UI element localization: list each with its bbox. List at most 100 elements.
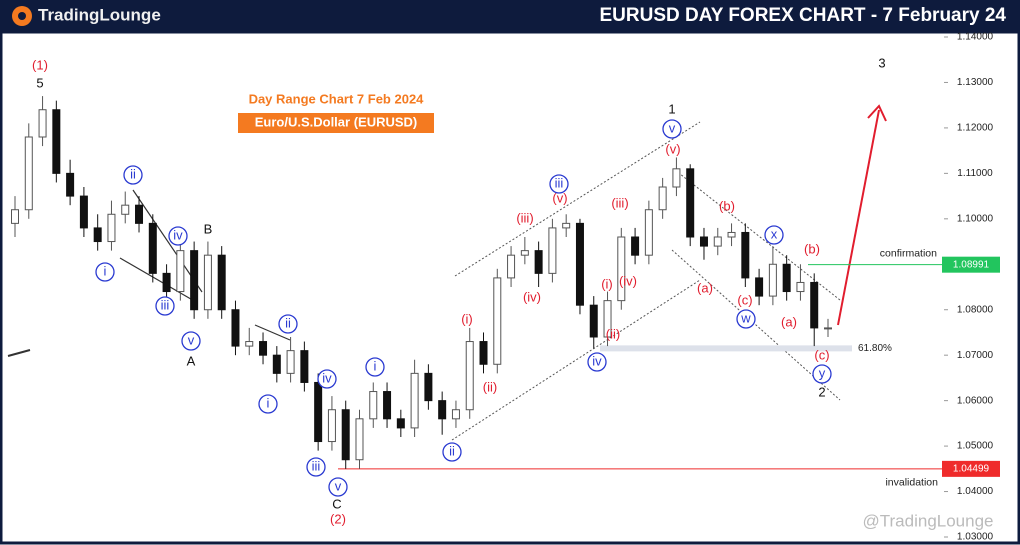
candle-body — [755, 277, 764, 297]
channel-lines — [451, 121, 841, 441]
candle-body — [162, 272, 171, 293]
candle-body — [699, 236, 708, 247]
candle-body — [658, 186, 667, 211]
candle-body — [11, 209, 19, 224]
candle-body — [66, 172, 75, 197]
frame — [0, 30, 1020, 545]
header-title: EURUSD DAY FOREX CHART - 7 February 24 — [600, 5, 1007, 26]
wave-circle — [662, 119, 682, 139]
candle-body — [231, 309, 240, 347]
watermark: @TradingLounge — [863, 511, 994, 530]
candle-body — [203, 254, 212, 311]
wave-circle — [549, 174, 569, 194]
candle-body — [135, 204, 144, 224]
wave-circle — [736, 309, 756, 329]
candle-body — [548, 227, 557, 274]
candle-body — [686, 168, 695, 238]
wave-label: iv — [173, 227, 183, 242]
wave-label: 5 — [36, 75, 43, 90]
wave-circle — [442, 442, 462, 462]
wave-label: 3 — [878, 55, 885, 70]
candle-body — [465, 341, 474, 411]
y-tick-label: 1.05000 — [957, 441, 994, 452]
wave-circle — [587, 352, 607, 372]
candle-body — [479, 341, 488, 365]
y-tick-label: 1.06000 — [957, 395, 994, 406]
wave-label: iii — [555, 175, 564, 190]
channel-line — [674, 169, 841, 301]
wave-label: (a) — [697, 280, 713, 295]
wave-label: iii — [161, 297, 170, 312]
wave-label: v — [335, 478, 342, 493]
level-name: confirmation — [880, 247, 937, 259]
candle-body — [713, 236, 722, 247]
wave-circle — [365, 357, 385, 377]
subtitle-box — [238, 113, 434, 133]
candle-body — [575, 222, 584, 306]
wave-circle — [278, 314, 298, 334]
candle-body — [589, 304, 598, 338]
wave-circle — [155, 296, 175, 316]
wave-label: (i) — [601, 276, 613, 291]
wave-label: (v) — [665, 141, 680, 156]
wave-label: v — [669, 120, 676, 135]
wave-label: (iii) — [611, 195, 628, 210]
wave-label: x — [771, 226, 778, 241]
candle-body — [520, 250, 529, 256]
wave-label: (iii) — [516, 210, 533, 225]
candle-body — [507, 254, 516, 279]
wedge-line — [7, 349, 31, 357]
wave-label: i — [374, 358, 377, 373]
candle-body — [672, 168, 681, 188]
level-name: invalidation — [885, 477, 938, 489]
wave-label: v — [188, 332, 195, 347]
wave-label: iii — [312, 458, 321, 473]
candle-body — [121, 204, 130, 215]
wedge-line — [254, 324, 291, 341]
wave-label: C — [332, 496, 341, 511]
wave-label: ii — [285, 315, 291, 330]
level-value: 1.08991 — [953, 259, 990, 270]
candle-body — [438, 400, 447, 420]
header-bar — [0, 0, 1020, 32]
candle-body — [245, 341, 254, 347]
candle-body — [259, 341, 268, 356]
wave-label: (c) — [814, 347, 829, 362]
y-tick-label: 1.12000 — [957, 123, 994, 134]
level-box — [942, 460, 1000, 477]
wave-label: ii — [449, 443, 455, 458]
candle-body — [603, 300, 612, 338]
wave-label: ii — [130, 166, 136, 181]
y-tick-label: 1.07000 — [957, 350, 994, 361]
wave-label: 1 — [668, 101, 675, 116]
brand: TradingLounge — [38, 5, 161, 24]
fib-band — [600, 345, 852, 352]
candle-body — [79, 195, 88, 229]
y-tick-label: 1.13000 — [957, 77, 994, 88]
channel-line — [671, 249, 841, 401]
y-tick-label: 1.11000 — [957, 168, 993, 179]
candle-body — [451, 409, 460, 420]
wave-label: (iv) — [619, 273, 637, 288]
candle-body — [314, 381, 323, 443]
level-value: 1.04499 — [953, 464, 990, 475]
candle-body — [341, 409, 350, 461]
wedge-line — [119, 257, 197, 303]
wave-circle — [168, 226, 188, 246]
candle-body — [741, 231, 750, 279]
wave-label: (ii) — [483, 379, 497, 394]
candle-body — [355, 418, 364, 461]
candle-body — [824, 327, 832, 330]
wave-circle — [328, 477, 348, 497]
candle-body — [190, 250, 199, 311]
candle-body — [369, 391, 378, 420]
candle-body — [810, 281, 819, 329]
candle-body — [493, 277, 502, 365]
candle-body — [107, 213, 116, 243]
wave-circle — [764, 225, 784, 245]
candle-body — [52, 109, 61, 174]
target-arrow — [837, 104, 887, 326]
wave-circle — [317, 369, 337, 389]
candle-body — [796, 281, 805, 293]
